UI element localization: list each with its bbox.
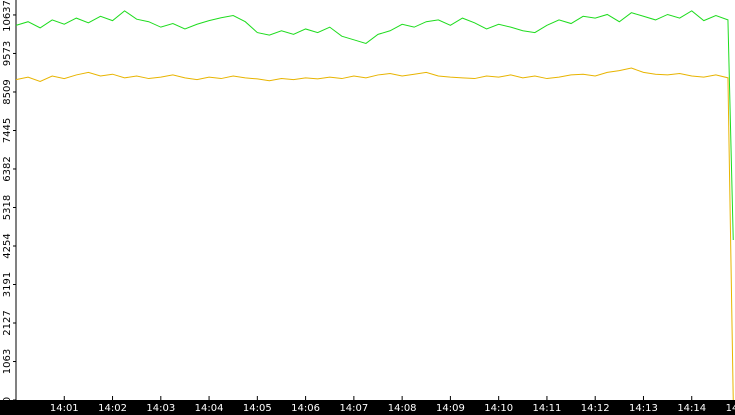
x-tick-label: 14:06 [291,403,320,414]
x-tick-label: 14:11 [533,403,562,414]
y-tick-label: 1063 [2,349,13,374]
x-tick-label: 14:14 [677,403,706,414]
y-tick-label: 6382 [2,156,13,181]
series-line [15,67,734,401]
x-axis-band [0,400,735,415]
x-tick-label: 14:01 [50,403,79,414]
x-tick-label: 14:09 [436,403,465,414]
x-tick-label: 14:02 [98,403,127,414]
y-tick-label: 3191 [2,272,13,297]
y-tick-label: 5318 [2,195,13,220]
series-line [15,10,734,241]
y-tick-label: 7445 [2,118,13,143]
x-tick-label: 14:05 [243,403,272,414]
y-tick-label: 4254 [2,233,13,258]
x-tick-label: 14:03 [146,403,175,414]
y-tick-label: 9573 [2,41,13,66]
x-tick-label: 14:04 [195,403,224,414]
y-tick-label: 8509 [2,79,13,104]
x-tick-label: 14:12 [581,403,610,414]
y-tick-label: 10637 [2,0,13,32]
x-tick-label: 14:07 [339,403,368,414]
x-tick-label: 14:15 [726,403,735,414]
x-tick-label: 14:08 [388,403,417,414]
x-tick-label: 14:10 [484,403,513,414]
y-tick-label: 0 [2,397,13,403]
y-tick-label: 2127 [2,310,13,335]
x-tick-label: 14:13 [629,403,658,414]
